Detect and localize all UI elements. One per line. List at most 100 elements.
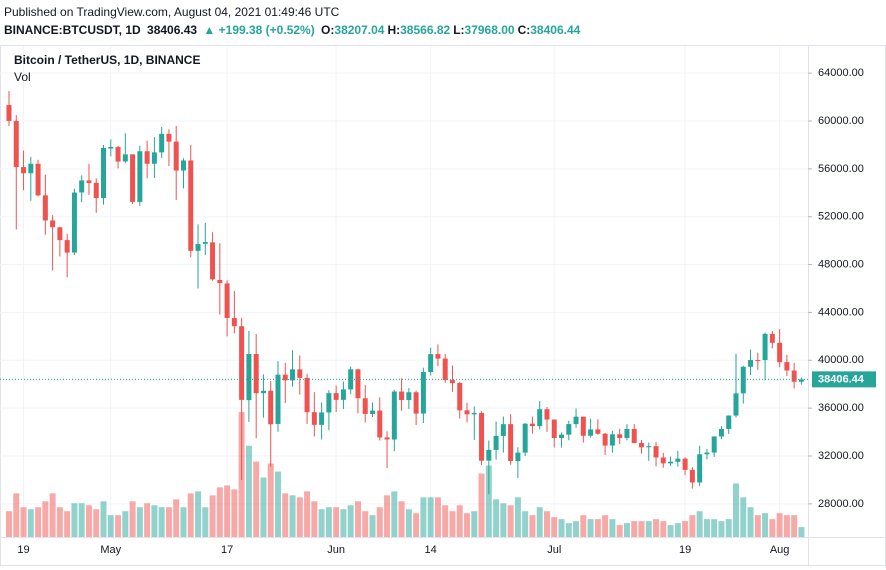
volume-bar — [100, 501, 107, 537]
volume-bar — [333, 507, 340, 537]
candle-body — [791, 370, 797, 382]
volume-bar — [71, 503, 78, 537]
candle-body — [399, 391, 405, 401]
volume-bar — [253, 461, 260, 537]
volume-bar — [398, 501, 405, 537]
volume-bar — [318, 509, 325, 537]
candle-body — [326, 393, 332, 413]
volume-bar — [340, 509, 347, 537]
volume-bar — [616, 525, 623, 537]
candle-body — [79, 180, 85, 193]
candle-body — [151, 152, 157, 164]
y-tick-label: 44000.00 — [818, 306, 864, 318]
volume-bar — [144, 503, 151, 537]
last-price-box — [812, 371, 876, 388]
volume-bar — [638, 521, 645, 537]
candle-body — [86, 180, 92, 183]
candle-body — [740, 366, 746, 394]
last-price-label: 38406.44 — [818, 373, 865, 385]
candle-body — [239, 326, 245, 400]
candle-body — [515, 452, 521, 462]
y-tick-label: 40000.00 — [818, 354, 864, 366]
volume-bar — [296, 497, 303, 537]
candle-body — [137, 151, 143, 202]
candle-body — [464, 410, 470, 415]
x-tick-label: May — [100, 544, 121, 556]
candle-body — [355, 369, 361, 399]
candle-body — [210, 242, 216, 280]
volume-bar — [725, 519, 732, 537]
x-tick-label: 19 — [679, 544, 691, 556]
candle-body — [471, 412, 477, 415]
volume-bar — [543, 511, 550, 537]
candle-body — [202, 242, 208, 244]
symbol: BINANCE:BTCUSDT, 1D — [4, 23, 141, 37]
volume-bar — [434, 497, 441, 537]
candle-body — [159, 133, 165, 153]
volume-bar — [304, 491, 311, 537]
volume-bar — [325, 507, 332, 537]
volume-bar — [442, 505, 449, 537]
ohlc-value: 38566.82 — [400, 23, 451, 37]
volume-bar — [493, 499, 500, 537]
candle-body — [675, 458, 681, 462]
ohlc: O:38207.04 H:38566.82 L:37968.00 C:38406.44 — [321, 23, 583, 37]
volume-bar — [471, 511, 478, 537]
volume-bar — [64, 511, 71, 537]
volume-bar — [609, 519, 616, 537]
volume-bar — [798, 527, 805, 537]
x-tick-label: Aug — [770, 544, 790, 556]
chart-frame — [0, 45, 886, 566]
candle-body — [268, 390, 274, 425]
volume-bar — [580, 515, 587, 537]
x-tick-label: 17 — [221, 544, 233, 556]
volume-bar — [267, 463, 274, 537]
candle-body — [35, 163, 41, 196]
candle-body — [631, 428, 637, 444]
volume-bar — [354, 501, 361, 537]
candle-body — [246, 353, 252, 401]
volume-bar — [536, 507, 543, 537]
candle-body — [21, 167, 27, 174]
volume-bar — [682, 521, 689, 537]
volume-bar — [362, 511, 369, 537]
volume-bar — [594, 519, 601, 537]
volume-bar — [274, 471, 281, 537]
candle-body — [290, 369, 296, 381]
candle-body — [224, 283, 230, 318]
price: 38406.43 — [147, 23, 198, 37]
symbol-line: BINANCE:BTCUSDT, 1D 38406.43 ▲ +199.38 (… — [4, 23, 586, 37]
volume-bar — [347, 505, 354, 537]
candle-body — [784, 362, 790, 371]
candle-body — [660, 457, 666, 464]
candle-body — [711, 436, 717, 453]
volume-bar — [42, 501, 49, 537]
candle-body — [231, 317, 237, 327]
candle-body — [166, 133, 172, 142]
candle-body — [13, 120, 19, 168]
volume-bar — [565, 523, 572, 537]
volume-bar — [282, 493, 289, 537]
candle-body — [304, 377, 310, 413]
volume-bar — [195, 491, 202, 537]
ohlc-label: O: — [321, 23, 335, 37]
volume-bar — [49, 493, 56, 537]
candle-body — [435, 354, 441, 359]
candle-body — [646, 446, 652, 448]
volume-bar — [623, 523, 630, 537]
ohlc-value: 38406.44 — [530, 23, 581, 37]
volume-bar — [151, 505, 158, 537]
candle-body — [551, 419, 557, 439]
y-tick-label: 28000.00 — [818, 498, 864, 510]
volume-bar — [391, 491, 398, 537]
x-tick-label: 19 — [17, 544, 29, 556]
candle-body — [718, 428, 724, 437]
volume-bar — [587, 519, 594, 537]
volume-bar — [762, 513, 769, 537]
candle-body — [755, 360, 761, 362]
y-tick-label: 56000.00 — [818, 163, 864, 175]
candle-body — [311, 412, 317, 425]
candle-body — [122, 154, 128, 162]
candle-body — [391, 391, 397, 440]
y-tick-label: 36000.00 — [818, 402, 864, 414]
